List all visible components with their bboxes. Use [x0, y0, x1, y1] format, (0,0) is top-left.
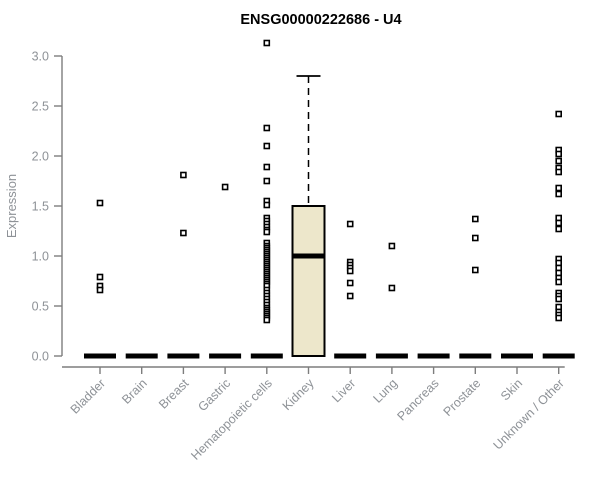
collapsed-box-median [375, 353, 408, 359]
collapsed-box-median [417, 353, 450, 359]
outlier-point [263, 201, 271, 209]
collapsed-box-median [250, 353, 283, 359]
collapsed-box-median [84, 353, 116, 359]
outlier-point [263, 177, 271, 185]
y-tick-label: 1.5 [32, 200, 49, 214]
outlier-point [555, 314, 563, 322]
y-tick-label: 2.0 [32, 150, 49, 164]
outlier-point [180, 171, 187, 179]
y-tick-label: 2.5 [32, 100, 49, 114]
outlier-point [346, 279, 354, 287]
y-tick-label: 0.0 [32, 350, 49, 364]
y-tick-label: 3.0 [32, 50, 49, 64]
x-tick-label: Kidney [280, 376, 317, 413]
y-tick-label: 0.5 [32, 300, 49, 314]
outlier-point [263, 39, 271, 47]
x-tick-label: Brain [119, 376, 150, 407]
y-axis-label: Expression [4, 174, 19, 238]
collapsed-box-median [501, 353, 533, 359]
collapsed-box-median [459, 353, 492, 359]
outlier-point [263, 142, 271, 150]
outlier-point [96, 199, 104, 207]
x-tick-label: Lung [370, 376, 400, 406]
collapsed-box-median [167, 353, 200, 359]
outlier-point [346, 292, 354, 300]
chart-title: ENSG00000222686 - U4 [240, 12, 401, 28]
outlier-point [263, 316, 271, 324]
outlier-point [346, 267, 354, 275]
outlier-point [471, 234, 479, 242]
x-tick-label: Pancreas [394, 376, 441, 423]
outlier-point [471, 266, 479, 274]
outlier-point [388, 284, 396, 292]
outlier-point [555, 110, 563, 118]
outlier-point [263, 124, 271, 132]
x-tick-label: Hematopoietic cells [188, 376, 275, 463]
box [291, 205, 326, 357]
outlier-point [555, 168, 563, 176]
collapsed-box-median [125, 353, 158, 359]
outlier-point [471, 215, 479, 223]
outlier-point [388, 242, 396, 250]
x-tick-label: Prostate [441, 376, 484, 419]
x-tick-label: Bladder [68, 376, 108, 416]
x-tick-label: Liver [329, 376, 358, 405]
outlier-point [555, 190, 563, 198]
collapsed-box-median [209, 353, 242, 359]
outlier-point [96, 273, 104, 281]
outlier-point [180, 229, 187, 237]
outlier-point [555, 278, 563, 286]
outlier-point [555, 184, 563, 192]
outlier-point [221, 183, 229, 191]
outlier-point [346, 220, 354, 228]
outlier-point [555, 150, 563, 158]
outlier-point [555, 225, 563, 233]
outlier-point [263, 163, 271, 171]
outlier-point [263, 228, 271, 236]
collapsed-box-median [542, 353, 575, 359]
y-tick-label: 1.0 [32, 250, 49, 264]
x-tick-label: Gastric [195, 376, 233, 414]
outlier-point [555, 219, 563, 227]
collapsed-box-median [334, 353, 367, 359]
x-tick-label: Breast [156, 376, 192, 412]
outlier-point [555, 157, 563, 165]
x-tick-label: Skin [498, 376, 525, 403]
x-tick-label: Unknown / Other [491, 376, 567, 452]
median-line [292, 253, 325, 259]
outlier-point [96, 286, 104, 294]
plot-area: 0.0 0.5 1.0 1.5 2.0 2.5 3.0 Bladder Brain Breast G… [32, 39, 575, 463]
outlier-point [555, 295, 563, 303]
